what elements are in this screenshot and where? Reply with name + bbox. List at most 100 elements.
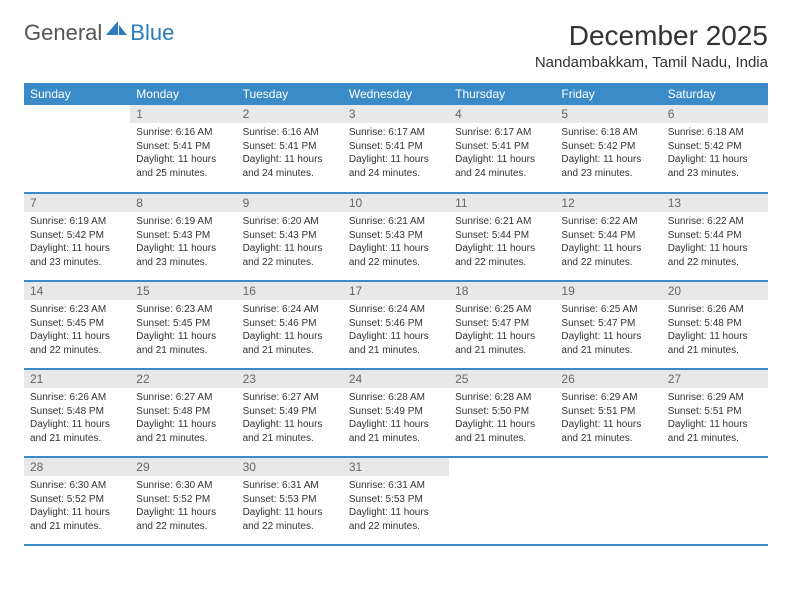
sunrise-line: Sunrise: 6:30 AM: [30, 479, 124, 493]
daylight-line: Daylight: 11 hours and 22 minutes.: [136, 506, 230, 533]
day-body: Sunrise: 6:22 AMSunset: 5:44 PMDaylight:…: [555, 212, 661, 275]
calendar-day-cell: 19Sunrise: 6:25 AMSunset: 5:47 PMDayligh…: [555, 281, 661, 369]
calendar-body: 1Sunrise: 6:16 AMSunset: 5:41 PMDaylight…: [24, 105, 768, 545]
day-number: 28: [24, 458, 130, 476]
sunset-line: Sunset: 5:41 PM: [349, 140, 443, 154]
day-number: 27: [662, 370, 768, 388]
sunrise-line: Sunrise: 6:28 AM: [349, 391, 443, 405]
day-number: 3: [343, 105, 449, 123]
sunrise-line: Sunrise: 6:24 AM: [243, 303, 337, 317]
day-body: Sunrise: 6:29 AMSunset: 5:51 PMDaylight:…: [555, 388, 661, 451]
day-number: 5: [555, 105, 661, 123]
sunrise-line: Sunrise: 6:25 AM: [561, 303, 655, 317]
sunset-line: Sunset: 5:50 PM: [455, 405, 549, 419]
day-body: Sunrise: 6:25 AMSunset: 5:47 PMDaylight:…: [555, 300, 661, 363]
weekday-header: Thursday: [449, 83, 555, 105]
day-number: 17: [343, 282, 449, 300]
sunrise-line: Sunrise: 6:29 AM: [668, 391, 762, 405]
day-body: Sunrise: 6:31 AMSunset: 5:53 PMDaylight:…: [237, 476, 343, 539]
day-body: Sunrise: 6:25 AMSunset: 5:47 PMDaylight:…: [449, 300, 555, 363]
daylight-line: Daylight: 11 hours and 25 minutes.: [136, 153, 230, 180]
calendar-week-row: 1Sunrise: 6:16 AMSunset: 5:41 PMDaylight…: [24, 105, 768, 193]
day-number: 20: [662, 282, 768, 300]
calendar-day-cell: 12Sunrise: 6:22 AMSunset: 5:44 PMDayligh…: [555, 193, 661, 281]
sunset-line: Sunset: 5:42 PM: [668, 140, 762, 154]
sunset-line: Sunset: 5:45 PM: [136, 317, 230, 331]
day-number: 21: [24, 370, 130, 388]
logo-sail-icon: [106, 19, 128, 42]
day-body: Sunrise: 6:23 AMSunset: 5:45 PMDaylight:…: [24, 300, 130, 363]
day-body: Sunrise: 6:30 AMSunset: 5:52 PMDaylight:…: [130, 476, 236, 539]
sunset-line: Sunset: 5:47 PM: [561, 317, 655, 331]
day-body: Sunrise: 6:17 AMSunset: 5:41 PMDaylight:…: [343, 123, 449, 186]
sunrise-line: Sunrise: 6:29 AM: [561, 391, 655, 405]
calendar-week-row: 28Sunrise: 6:30 AMSunset: 5:52 PMDayligh…: [24, 457, 768, 545]
sunset-line: Sunset: 5:42 PM: [561, 140, 655, 154]
day-number: 24: [343, 370, 449, 388]
daylight-line: Daylight: 11 hours and 24 minutes.: [243, 153, 337, 180]
calendar-day-cell: 9Sunrise: 6:20 AMSunset: 5:43 PMDaylight…: [237, 193, 343, 281]
day-number: 22: [130, 370, 236, 388]
day-number: 25: [449, 370, 555, 388]
sunset-line: Sunset: 5:43 PM: [243, 229, 337, 243]
day-number: 11: [449, 194, 555, 212]
calendar-day-cell: 20Sunrise: 6:26 AMSunset: 5:48 PMDayligh…: [662, 281, 768, 369]
day-number: 19: [555, 282, 661, 300]
sunrise-line: Sunrise: 6:19 AM: [30, 215, 124, 229]
sunrise-line: Sunrise: 6:17 AM: [349, 126, 443, 140]
calendar-day-cell: 29Sunrise: 6:30 AMSunset: 5:52 PMDayligh…: [130, 457, 236, 545]
calendar-day-cell: 27Sunrise: 6:29 AMSunset: 5:51 PMDayligh…: [662, 369, 768, 457]
sunset-line: Sunset: 5:47 PM: [455, 317, 549, 331]
sunrise-line: Sunrise: 6:24 AM: [349, 303, 443, 317]
sunrise-line: Sunrise: 6:22 AM: [668, 215, 762, 229]
day-body: Sunrise: 6:27 AMSunset: 5:48 PMDaylight:…: [130, 388, 236, 451]
sunrise-line: Sunrise: 6:20 AM: [243, 215, 337, 229]
day-body: Sunrise: 6:22 AMSunset: 5:44 PMDaylight:…: [662, 212, 768, 275]
sunset-line: Sunset: 5:51 PM: [561, 405, 655, 419]
calendar-day-cell: 18Sunrise: 6:25 AMSunset: 5:47 PMDayligh…: [449, 281, 555, 369]
sunrise-line: Sunrise: 6:27 AM: [243, 391, 337, 405]
sunrise-line: Sunrise: 6:19 AM: [136, 215, 230, 229]
sunset-line: Sunset: 5:53 PM: [243, 493, 337, 507]
day-number: 18: [449, 282, 555, 300]
daylight-line: Daylight: 11 hours and 22 minutes.: [455, 242, 549, 269]
daylight-line: Daylight: 11 hours and 22 minutes.: [243, 506, 337, 533]
weekday-header: Tuesday: [237, 83, 343, 105]
sunrise-line: Sunrise: 6:31 AM: [243, 479, 337, 493]
calendar-empty-cell: [24, 105, 130, 193]
day-number: 10: [343, 194, 449, 212]
calendar-day-cell: 28Sunrise: 6:30 AMSunset: 5:52 PMDayligh…: [24, 457, 130, 545]
sunrise-line: Sunrise: 6:18 AM: [668, 126, 762, 140]
sunrise-line: Sunrise: 6:31 AM: [349, 479, 443, 493]
weekday-header: Sunday: [24, 83, 130, 105]
sunset-line: Sunset: 5:46 PM: [243, 317, 337, 331]
daylight-line: Daylight: 11 hours and 23 minutes.: [668, 153, 762, 180]
day-body: Sunrise: 6:19 AMSunset: 5:42 PMDaylight:…: [24, 212, 130, 275]
calendar-day-cell: 7Sunrise: 6:19 AMSunset: 5:42 PMDaylight…: [24, 193, 130, 281]
sunset-line: Sunset: 5:44 PM: [668, 229, 762, 243]
sunset-line: Sunset: 5:51 PM: [668, 405, 762, 419]
day-body: Sunrise: 6:19 AMSunset: 5:43 PMDaylight:…: [130, 212, 236, 275]
sunrise-line: Sunrise: 6:23 AM: [30, 303, 124, 317]
day-number: 12: [555, 194, 661, 212]
calendar-day-cell: 14Sunrise: 6:23 AMSunset: 5:45 PMDayligh…: [24, 281, 130, 369]
daylight-line: Daylight: 11 hours and 21 minutes.: [561, 330, 655, 357]
day-number: 6: [662, 105, 768, 123]
weekday-header-row: SundayMondayTuesdayWednesdayThursdayFrid…: [24, 83, 768, 105]
daylight-line: Daylight: 11 hours and 21 minutes.: [349, 418, 443, 445]
sunrise-line: Sunrise: 6:21 AM: [349, 215, 443, 229]
day-number: 2: [237, 105, 343, 123]
day-body: Sunrise: 6:23 AMSunset: 5:45 PMDaylight:…: [130, 300, 236, 363]
logo: General Blue: [24, 20, 174, 46]
daylight-line: Daylight: 11 hours and 21 minutes.: [243, 330, 337, 357]
sunset-line: Sunset: 5:48 PM: [136, 405, 230, 419]
calendar-day-cell: 11Sunrise: 6:21 AMSunset: 5:44 PMDayligh…: [449, 193, 555, 281]
calendar-week-row: 21Sunrise: 6:26 AMSunset: 5:48 PMDayligh…: [24, 369, 768, 457]
day-body: Sunrise: 6:21 AMSunset: 5:43 PMDaylight:…: [343, 212, 449, 275]
day-number: 31: [343, 458, 449, 476]
header: General Blue December 2025 Nandambakkam,…: [24, 20, 768, 71]
calendar-day-cell: 22Sunrise: 6:27 AMSunset: 5:48 PMDayligh…: [130, 369, 236, 457]
calendar-empty-cell: [662, 457, 768, 545]
day-body: Sunrise: 6:26 AMSunset: 5:48 PMDaylight:…: [24, 388, 130, 451]
sunset-line: Sunset: 5:44 PM: [561, 229, 655, 243]
